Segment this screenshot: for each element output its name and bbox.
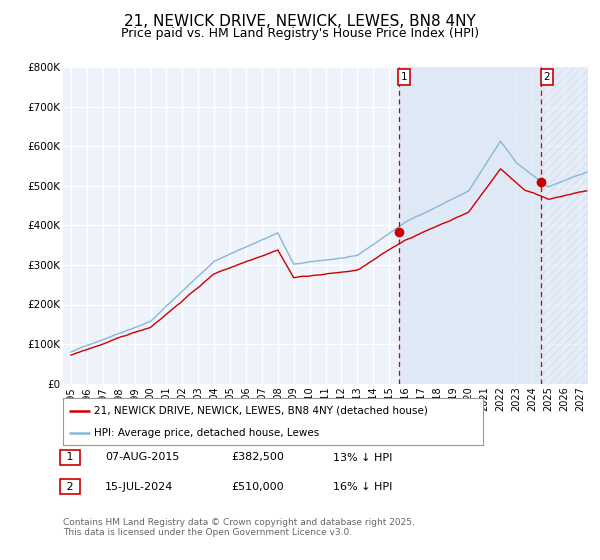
Text: £382,500: £382,500 xyxy=(231,452,284,463)
Text: 15-JUL-2024: 15-JUL-2024 xyxy=(105,482,173,492)
Text: 13% ↓ HPI: 13% ↓ HPI xyxy=(333,452,392,463)
Text: Contains HM Land Registry data © Crown copyright and database right 2025.
This d: Contains HM Land Registry data © Crown c… xyxy=(63,518,415,538)
Text: 1: 1 xyxy=(401,72,407,82)
Text: 1: 1 xyxy=(63,452,77,463)
Text: 21, NEWICK DRIVE, NEWICK, LEWES, BN8 4NY: 21, NEWICK DRIVE, NEWICK, LEWES, BN8 4NY xyxy=(124,14,476,29)
Text: 07-AUG-2015: 07-AUG-2015 xyxy=(105,452,179,463)
Text: HPI: Average price, detached house, Lewes: HPI: Average price, detached house, Lewe… xyxy=(95,428,320,438)
Text: 21, NEWICK DRIVE, NEWICK, LEWES, BN8 4NY (detached house): 21, NEWICK DRIVE, NEWICK, LEWES, BN8 4NY… xyxy=(95,406,428,416)
Text: 16% ↓ HPI: 16% ↓ HPI xyxy=(333,482,392,492)
Bar xyxy=(398,67,541,384)
Bar xyxy=(541,67,588,384)
Text: 2: 2 xyxy=(543,72,550,82)
Text: 2: 2 xyxy=(63,482,77,492)
Text: £510,000: £510,000 xyxy=(231,482,284,492)
Text: Price paid vs. HM Land Registry's House Price Index (HPI): Price paid vs. HM Land Registry's House … xyxy=(121,27,479,40)
